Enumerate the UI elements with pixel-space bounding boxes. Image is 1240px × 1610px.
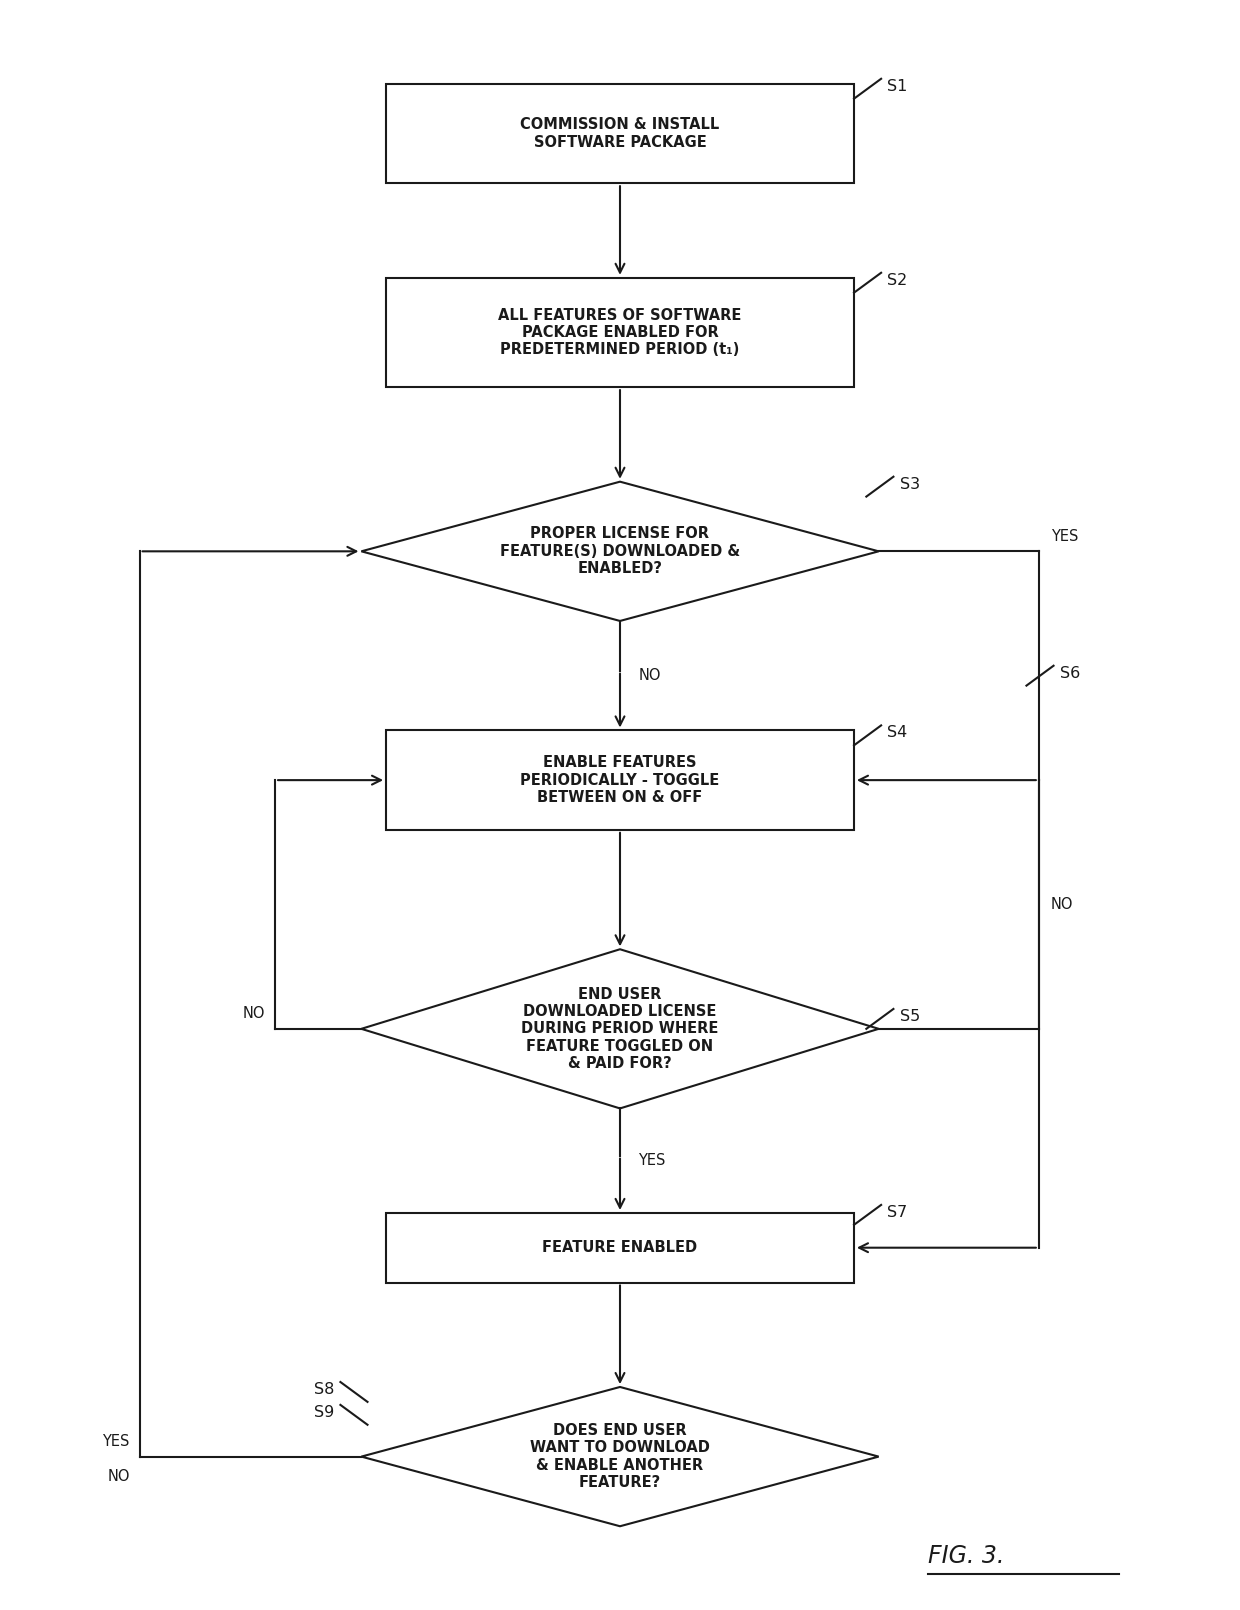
Text: DOES END USER
WANT TO DOWNLOAD
& ENABLE ANOTHER
FEATURE?: DOES END USER WANT TO DOWNLOAD & ENABLE … [529, 1423, 711, 1491]
Text: YES: YES [1052, 530, 1079, 544]
Polygon shape [361, 950, 879, 1108]
Text: YES: YES [639, 1153, 666, 1169]
Polygon shape [361, 481, 879, 621]
FancyBboxPatch shape [386, 731, 854, 829]
Text: FEATURE ENABLED: FEATURE ENABLED [542, 1240, 698, 1256]
Text: PROPER LICENSE FOR
FEATURE(S) DOWNLOADED &
ENABLED?: PROPER LICENSE FOR FEATURE(S) DOWNLOADED… [500, 526, 740, 576]
Text: S2: S2 [888, 272, 908, 288]
Text: S5: S5 [899, 1009, 920, 1024]
FancyBboxPatch shape [386, 84, 854, 184]
Text: S8: S8 [314, 1381, 335, 1397]
Text: S1: S1 [888, 79, 908, 93]
FancyBboxPatch shape [386, 1212, 854, 1283]
Text: S6: S6 [1060, 665, 1080, 681]
Text: NO: NO [639, 668, 661, 683]
Text: ENABLE FEATURES
PERIODICALLY - TOGGLE
BETWEEN ON & OFF: ENABLE FEATURES PERIODICALLY - TOGGLE BE… [521, 755, 719, 805]
Text: S4: S4 [888, 726, 908, 741]
Text: NO: NO [243, 1006, 265, 1021]
Text: FIG. 3.: FIG. 3. [928, 1544, 1004, 1568]
Text: END USER
DOWNLOADED LICENSE
DURING PERIOD WHERE
FEATURE TOGGLED ON
& PAID FOR?: END USER DOWNLOADED LICENSE DURING PERIO… [521, 987, 719, 1071]
Text: S9: S9 [314, 1406, 335, 1420]
Polygon shape [361, 1386, 879, 1526]
FancyBboxPatch shape [386, 279, 854, 386]
Text: YES: YES [103, 1435, 130, 1449]
Text: S3: S3 [899, 477, 920, 491]
Text: COMMISSION & INSTALL
SOFTWARE PACKAGE: COMMISSION & INSTALL SOFTWARE PACKAGE [521, 118, 719, 150]
Text: NO: NO [108, 1468, 130, 1484]
Text: NO: NO [1052, 897, 1074, 911]
Text: S7: S7 [888, 1204, 908, 1220]
Text: ALL FEATURES OF SOFTWARE
PACKAGE ENABLED FOR
PREDETERMINED PERIOD (t₁): ALL FEATURES OF SOFTWARE PACKAGE ENABLED… [498, 308, 742, 357]
